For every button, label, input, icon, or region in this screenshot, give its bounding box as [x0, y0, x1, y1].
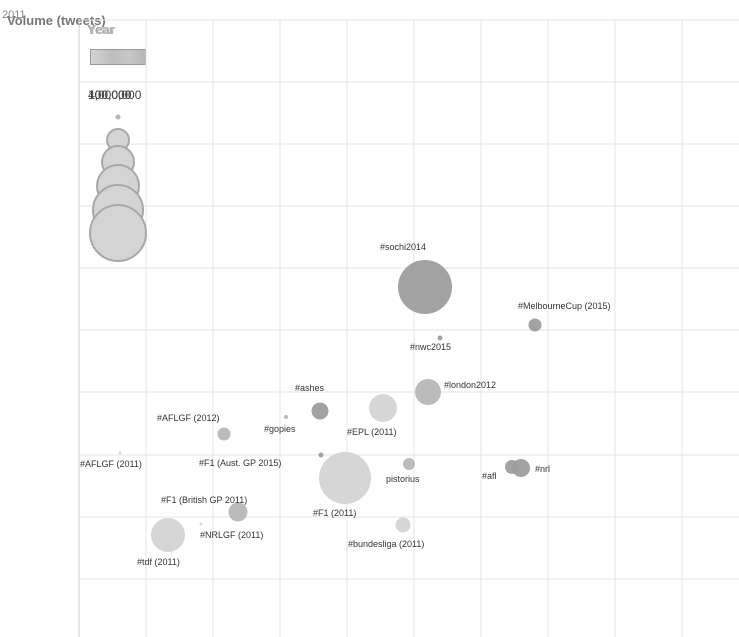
bubble-label-aflgf-2011: #AFLGF (2011): [80, 459, 142, 469]
bubble-label-melbournecup-2015: #MelbourneCup (2015): [518, 301, 611, 311]
bubble-epl-2011: [369, 394, 397, 422]
bubble-label-f1-british-gp-2011: #F1 (British GP 2011): [161, 495, 247, 505]
bubble-tdf-2011: [151, 518, 185, 552]
volume-title: Volume (tweets): [7, 13, 106, 28]
bubble-label-sochi2014: #sochi2014: [380, 242, 426, 252]
bubble-label-nwc2015: #nwc2015: [410, 342, 451, 352]
year-title: Year: [87, 22, 115, 37]
bubble-nwc2015: [437, 335, 443, 341]
bubble-f1-2011: [319, 452, 371, 504]
size-legend-circle-4: [89, 204, 147, 262]
volume-value-2: 100,000: [88, 88, 132, 102]
bubble-label-gopies: #gopies: [264, 424, 296, 434]
bubble-label-london2012: #london2012: [444, 380, 496, 390]
bubble-label-f1-aust-gp-2015: #F1 (Aust. GP 2015): [199, 458, 281, 468]
bubble-label-afl: #afl: [482, 471, 497, 481]
bubble-nrlgf-2011: [199, 522, 203, 526]
bubble-label-nrl: #nrl: [535, 464, 550, 474]
bubble-aflgf-2012: [217, 427, 231, 441]
bubble-gopies: [284, 415, 288, 419]
bubble-label-nrlgf-2011: #NRLGF (2011): [200, 530, 263, 540]
bubble-sochi2014: [398, 260, 452, 314]
bubble-label-bundesliga-2011: #bundesliga (2011): [348, 539, 424, 549]
bubble-aflgf-2011: [118, 451, 122, 455]
year-corner-label: 2011: [2, 9, 26, 21]
bubble-label-f1-2011: #F1 (2011): [313, 508, 356, 518]
bubble-ashes: [311, 402, 329, 420]
bubble-label-aflgf-2012: #AFLGF (2012): [157, 413, 220, 423]
bubble-melbournecup-2015: [528, 318, 542, 332]
bubble-label-tdf-2011: #tdf (2011): [137, 557, 180, 567]
volume-value-1: 400,000: [88, 88, 132, 102]
bubble-label-epl-2011: #EPL (2011): [347, 427, 397, 437]
volume-value-3: 1,000,000: [88, 88, 142, 102]
bubble-london2012: [415, 379, 441, 405]
bubble-pistorius: [403, 458, 415, 470]
bubble-label-pistorius: pistorius: [386, 474, 420, 484]
year-title-ghost: Year: [88, 22, 116, 37]
bubble-f1-british-gp-2011: [228, 502, 248, 522]
bubble-bundesliga-2011: [395, 517, 411, 533]
bubble-f1-aust-gp-2015: [318, 452, 324, 458]
size-legend-dot: [115, 114, 121, 120]
bubble-nrl: [512, 459, 530, 477]
bubble-label-ashes: #ashes: [295, 383, 325, 393]
